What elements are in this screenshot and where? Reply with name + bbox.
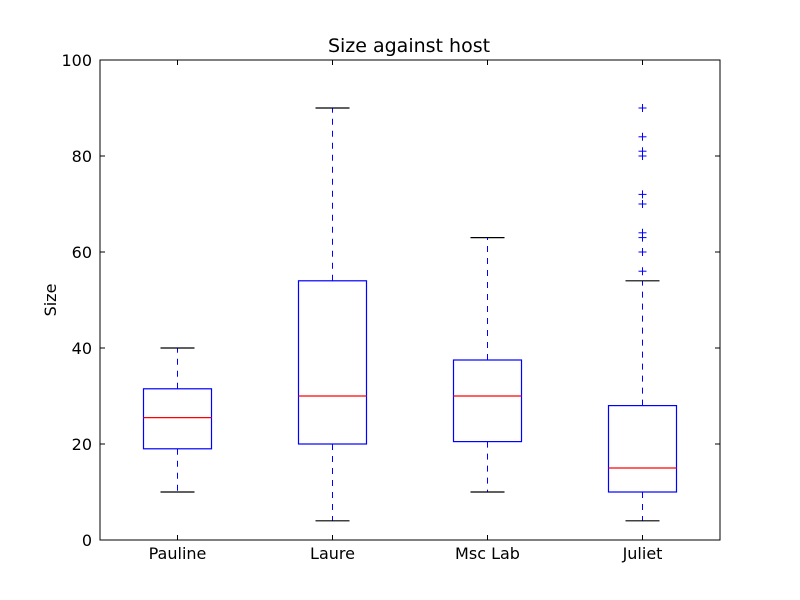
iqr-box bbox=[452, 359, 523, 443]
y-tick-label: 40 bbox=[72, 339, 92, 358]
y-tick-label: 0 bbox=[82, 531, 92, 550]
iqr-box bbox=[142, 388, 213, 450]
iqr-box bbox=[607, 405, 678, 493]
y-tick-label: 80 bbox=[72, 147, 92, 166]
iqr-box bbox=[297, 280, 368, 445]
x-tick-label: Juliet bbox=[622, 544, 663, 563]
x-tick-label: Laure bbox=[310, 544, 355, 563]
x-tick-label: Pauline bbox=[149, 544, 207, 563]
y-tick-label: 60 bbox=[72, 243, 92, 262]
y-axis-label: Size bbox=[41, 284, 60, 317]
y-tick-label: 20 bbox=[72, 435, 92, 454]
chart-title: Size against host bbox=[328, 35, 490, 57]
plot-frame bbox=[99, 59, 721, 541]
y-tick-label: 100 bbox=[61, 51, 92, 70]
x-tick-label: Msc Lab bbox=[455, 544, 520, 563]
plot-area: 0 20 40 60 80 100 Pauline Laure Msc Lab Juliet bbox=[61, 51, 720, 563]
